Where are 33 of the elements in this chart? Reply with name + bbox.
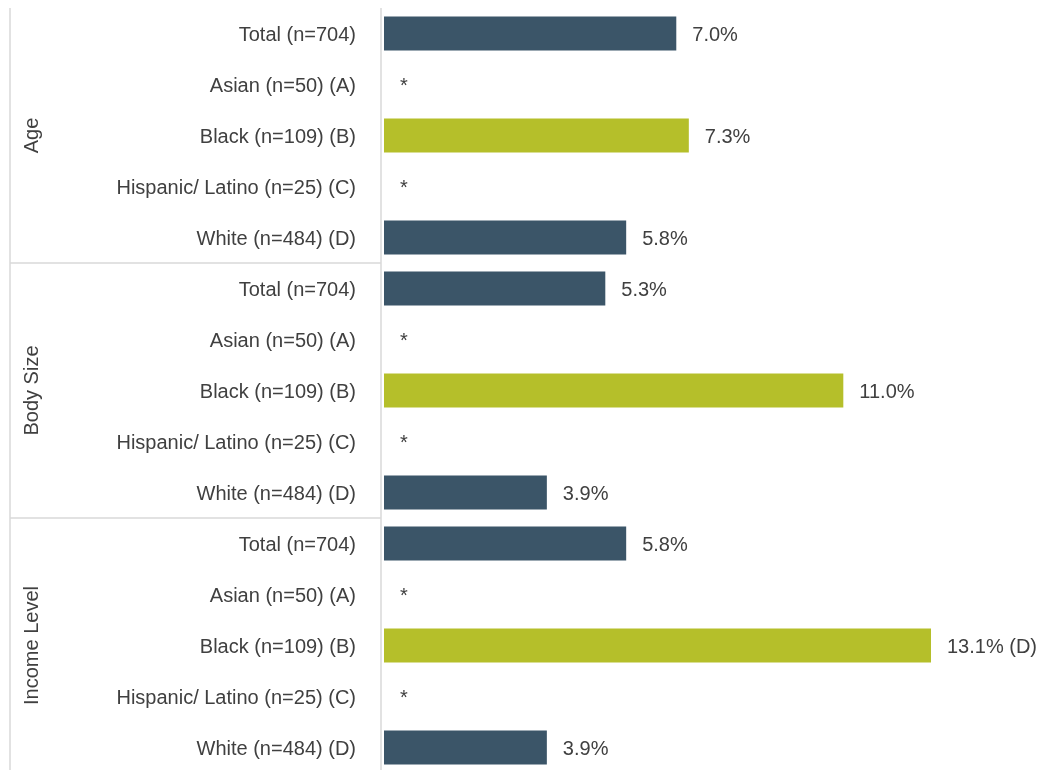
y-tick-label: Hispanic/ Latino (n=25) (C) <box>116 175 356 198</box>
text: * <box>400 430 408 453</box>
y-tick-label: Asian (n=50) (A) <box>209 583 356 606</box>
text: * <box>400 175 408 198</box>
data-label: 13.1% (D) <box>947 634 1038 657</box>
y-tick-label: Hispanic/ Latino (n=25) (C) <box>116 430 356 453</box>
y-tick-label: Black (n=109) (B) <box>199 634 356 657</box>
data-label: 11.0% <box>859 379 915 402</box>
y-axis-title: Income Level <box>20 586 42 705</box>
y-tick-label: White (n=484) (D) <box>196 226 356 249</box>
y-tick-label: White (n=484) (D) <box>196 481 356 504</box>
data-label: 7.3% <box>704 124 751 147</box>
text: * <box>400 73 408 96</box>
y-tick-label: Total (n=704) <box>238 277 356 300</box>
y-tick-label: Asian (n=50) (A) <box>209 328 356 351</box>
data-label: 7.0% <box>692 22 739 45</box>
y-axis-title: Age <box>20 117 42 154</box>
y-tick-label: White (n=484) (D) <box>196 736 356 759</box>
data-label: 5.8% <box>642 226 688 249</box>
text: * <box>400 328 408 351</box>
data-label: 3.9% <box>562 736 609 759</box>
y-tick-label: Hispanic/ Latino (n=25) (C) <box>116 685 356 708</box>
data-label: 3.9% <box>562 481 609 504</box>
text: * <box>400 685 408 708</box>
data-label: 5.3% <box>621 277 668 300</box>
y-tick-label: Asian (n=50) (A) <box>209 73 356 96</box>
y-axis-title: Body Size <box>20 345 42 436</box>
data-label: 5.8% <box>642 532 688 555</box>
text: * <box>400 583 408 606</box>
y-tick-label: Total (n=704) <box>238 22 356 45</box>
y-tick-label: Total (n=704) <box>238 532 356 555</box>
y-tick-label: Black (n=109) (B) <box>199 124 356 147</box>
y-tick-label: Black (n=109) (B) <box>199 379 356 402</box>
